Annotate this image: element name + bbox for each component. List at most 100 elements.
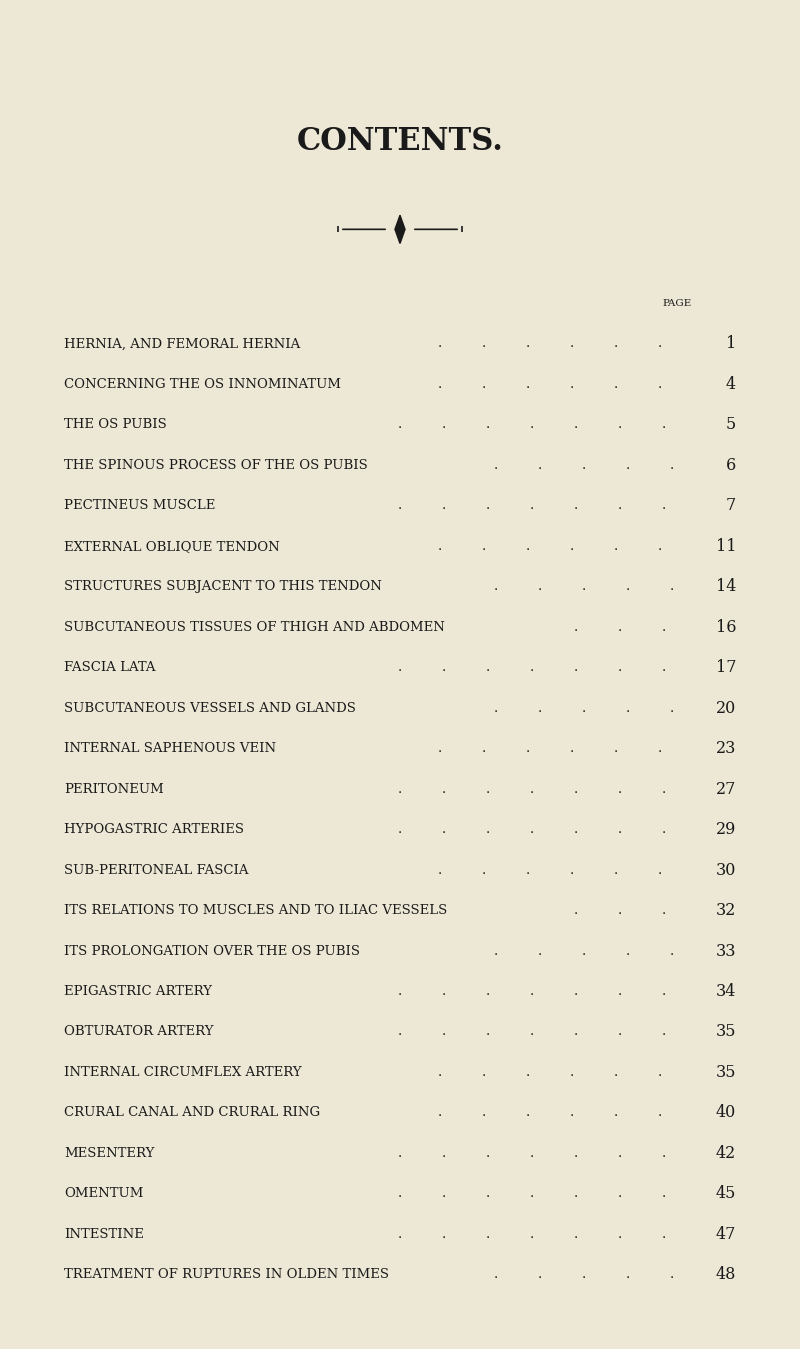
Text: .: . [438,378,442,391]
Text: .: . [442,985,446,998]
Text: .: . [618,1228,622,1241]
Text: 33: 33 [715,943,736,959]
Text: .: . [570,742,574,755]
Text: .: . [582,580,586,594]
Text: 5: 5 [726,417,736,433]
Text: .: . [614,1106,618,1120]
Text: ITS RELATIONS TO MUSCLES AND TO ILIAC VESSELS: ITS RELATIONS TO MUSCLES AND TO ILIAC VE… [64,904,447,917]
Text: .: . [398,985,402,998]
Text: .: . [538,459,542,472]
Text: 30: 30 [716,862,736,878]
Text: .: . [662,1025,666,1039]
Text: .: . [442,782,446,796]
Text: .: . [494,459,498,472]
Text: .: . [538,944,542,958]
Text: 14: 14 [716,579,736,595]
Text: .: . [614,540,618,553]
Text: .: . [486,418,490,432]
Text: .: . [618,985,622,998]
Text: FASCIA LATA: FASCIA LATA [64,661,155,674]
Text: .: . [482,1106,486,1120]
Text: .: . [530,499,534,513]
Text: .: . [442,1025,446,1039]
Text: .: . [670,459,674,472]
Text: .: . [538,701,542,715]
Text: .: . [438,742,442,755]
Text: 4: 4 [726,376,736,393]
Polygon shape [395,216,405,243]
Text: .: . [626,1268,630,1282]
Text: .: . [494,944,498,958]
Text: THE OS PUBIS: THE OS PUBIS [64,418,166,432]
Text: PECTINEUS MUSCLE: PECTINEUS MUSCLE [64,499,215,513]
Text: .: . [438,337,442,351]
Text: .: . [662,621,666,634]
Text: .: . [662,1187,666,1201]
Text: 47: 47 [716,1226,736,1242]
Text: SUBCUTANEOUS TISSUES OF THIGH AND ABDOMEN: SUBCUTANEOUS TISSUES OF THIGH AND ABDOME… [64,621,445,634]
Text: .: . [438,1066,442,1079]
Text: .: . [614,1066,618,1079]
Text: .: . [530,985,534,998]
Text: CONCERNING THE OS INNOMINATUM: CONCERNING THE OS INNOMINATUM [64,378,341,391]
Text: .: . [662,823,666,836]
Text: .: . [618,418,622,432]
Text: .: . [574,782,578,796]
Text: .: . [574,1228,578,1241]
Text: CONTENTS.: CONTENTS. [297,127,503,156]
Text: .: . [526,378,530,391]
Text: .: . [570,863,574,877]
Text: .: . [582,944,586,958]
Text: .: . [486,985,490,998]
Text: .: . [582,459,586,472]
Text: .: . [626,580,630,594]
Text: .: . [530,418,534,432]
Text: 11: 11 [715,538,736,554]
Text: .: . [574,661,578,674]
Text: .: . [618,904,622,917]
Text: .: . [658,337,662,351]
Text: .: . [574,418,578,432]
Text: TREATMENT OF RUPTURES IN OLDEN TIMES: TREATMENT OF RUPTURES IN OLDEN TIMES [64,1268,389,1282]
Text: HERNIA, AND FEMORAL HERNIA: HERNIA, AND FEMORAL HERNIA [64,337,300,351]
Text: .: . [442,1147,446,1160]
Text: .: . [486,661,490,674]
Text: .: . [662,1147,666,1160]
Text: 16: 16 [715,619,736,635]
Text: ITS PROLONGATION OVER THE OS PUBIS: ITS PROLONGATION OVER THE OS PUBIS [64,944,360,958]
Text: .: . [614,337,618,351]
Text: .: . [494,1268,498,1282]
Text: .: . [494,580,498,594]
Text: 23: 23 [716,741,736,757]
Text: .: . [658,1106,662,1120]
Text: .: . [662,418,666,432]
Text: .: . [398,418,402,432]
Text: INTESTINE: INTESTINE [64,1228,144,1241]
Text: .: . [662,985,666,998]
Text: .: . [526,742,530,755]
Text: .: . [482,1066,486,1079]
Text: 45: 45 [716,1186,736,1202]
Text: EPIGASTRIC ARTERY: EPIGASTRIC ARTERY [64,985,212,998]
Text: .: . [662,661,666,674]
Text: .: . [438,1106,442,1120]
Text: .: . [438,540,442,553]
Text: 34: 34 [716,983,736,1000]
Text: .: . [442,661,446,674]
Text: .: . [530,1228,534,1241]
Text: .: . [670,580,674,594]
Text: .: . [574,985,578,998]
Text: .: . [670,701,674,715]
Text: .: . [574,904,578,917]
Text: 7: 7 [726,498,736,514]
Text: .: . [526,540,530,553]
Text: .: . [574,1147,578,1160]
Text: .: . [526,1106,530,1120]
Text: .: . [618,782,622,796]
Text: .: . [618,1147,622,1160]
Text: .: . [618,823,622,836]
Text: .: . [570,337,574,351]
Text: .: . [570,1106,574,1120]
Text: 20: 20 [716,700,736,716]
Text: STRUCTURES SUBJACENT TO THIS TENDON: STRUCTURES SUBJACENT TO THIS TENDON [64,580,382,594]
